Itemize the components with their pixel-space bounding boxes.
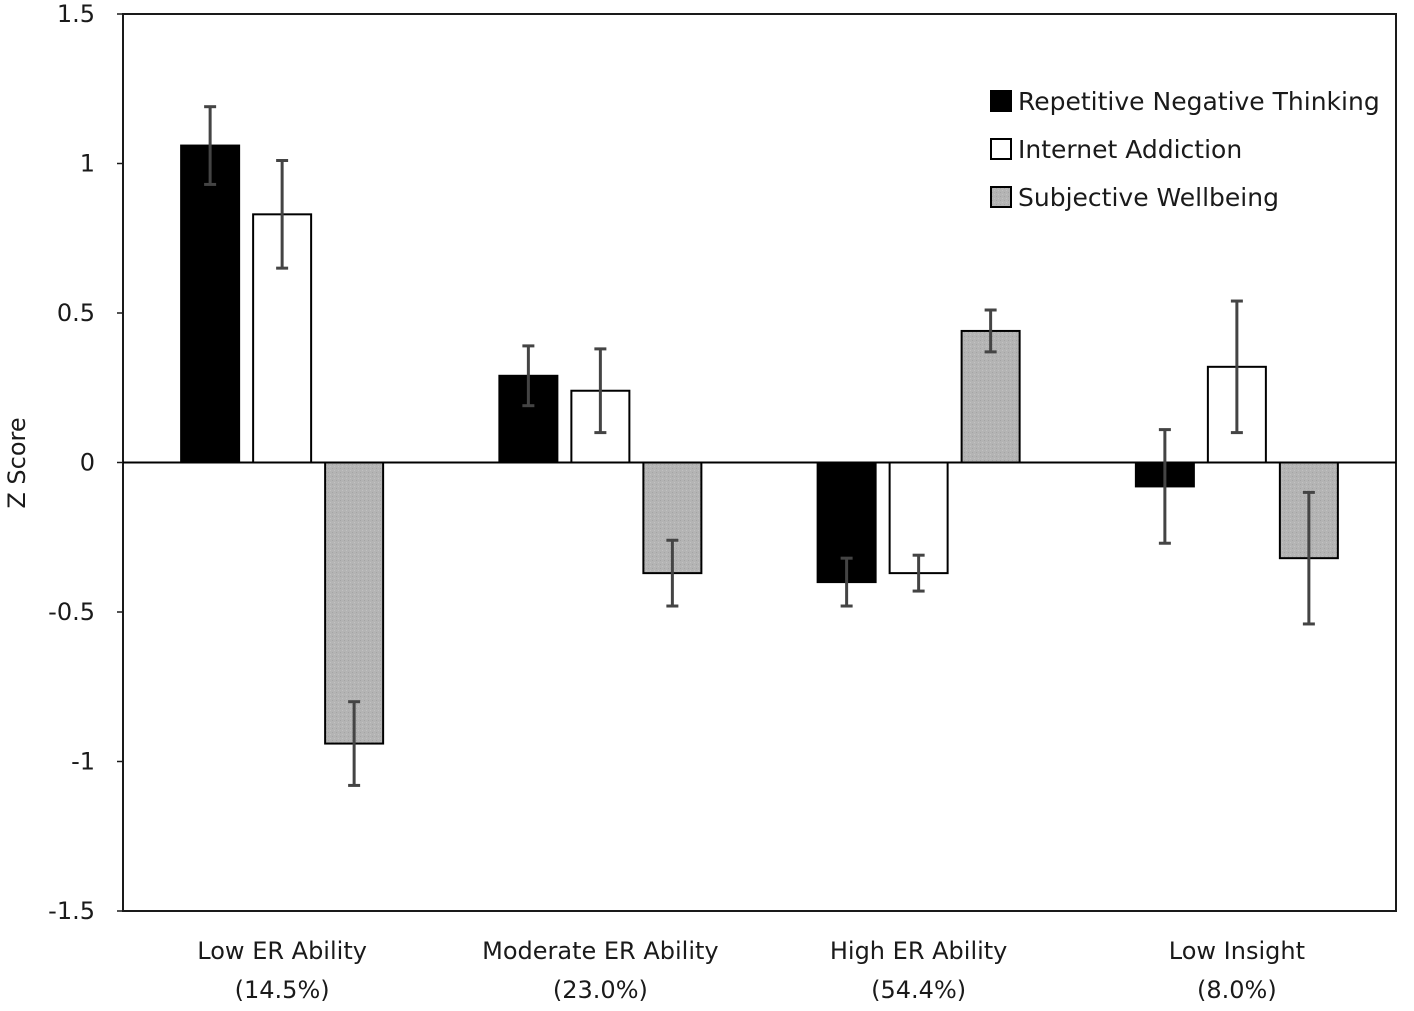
- category-label: Moderate ER Ability: [482, 937, 719, 965]
- category-percent-label: (8.0%): [1197, 976, 1277, 1004]
- legend-swatch-internet-addiction: [990, 138, 1012, 160]
- error-bar-internet-addiction-low-insight: [1230, 299, 1243, 435]
- y-tick-label: 1.5: [57, 0, 95, 28]
- bar-repetitive-negative-thinking-low-er-ability: [180, 144, 241, 464]
- error-bar-subjective-wellbeing-high-er-ability: [984, 308, 997, 354]
- y-tick-label: 0: [80, 449, 95, 477]
- error-bar-repetitive-negative-thinking-moderate-er-ability: [522, 344, 535, 408]
- y-tick-label: -0.5: [48, 598, 95, 626]
- error-bar-repetitive-negative-thinking-low-insight: [1158, 428, 1171, 545]
- error-bar-internet-addiction-high-er-ability: [912, 553, 925, 593]
- y-tick-label: 1: [80, 150, 95, 178]
- category-percent-label: (23.0%): [553, 976, 648, 1004]
- y-axis-label: Z Score: [3, 417, 31, 508]
- error-bar-subjective-wellbeing-low-insight: [1302, 490, 1315, 626]
- bar-repetitive-negative-thinking-high-er-ability: [816, 461, 877, 584]
- legend-label-subjective-wellbeing: Subjective Wellbeing: [1018, 183, 1279, 212]
- category-label: High ER Ability: [830, 937, 1008, 965]
- legend: Repetitive Negative Thinking Internet Add…: [990, 87, 1380, 212]
- category-percent-label: (14.5%): [235, 976, 330, 1004]
- category-label: Low ER Ability: [197, 937, 367, 965]
- error-bar-repetitive-negative-thinking-low-er-ability: [204, 105, 217, 186]
- error-bar-internet-addiction-moderate-er-ability: [594, 347, 607, 435]
- error-bar-subjective-wellbeing-moderate-er-ability: [666, 538, 679, 608]
- y-tick-label: 0.5: [57, 299, 95, 327]
- legend-label-repetitive-negative-thinking: Repetitive Negative Thinking: [1018, 87, 1380, 116]
- category-percent-label: (54.4%): [871, 976, 966, 1004]
- legend-swatch-repetitive-negative-thinking: [990, 90, 1012, 112]
- error-bar-subjective-wellbeing-low-er-ability: [348, 700, 361, 787]
- category-label: Low Insight: [1169, 937, 1305, 965]
- error-bar-internet-addiction-low-er-ability: [276, 159, 289, 270]
- error-bar-repetitive-negative-thinking-high-er-ability: [840, 556, 853, 608]
- legend-label-internet-addiction: Internet Addiction: [1018, 135, 1242, 164]
- y-tick-label: -1: [71, 748, 95, 776]
- y-tick-label: -1.5: [48, 897, 95, 925]
- legend-swatch-subjective-wellbeing: [990, 186, 1012, 208]
